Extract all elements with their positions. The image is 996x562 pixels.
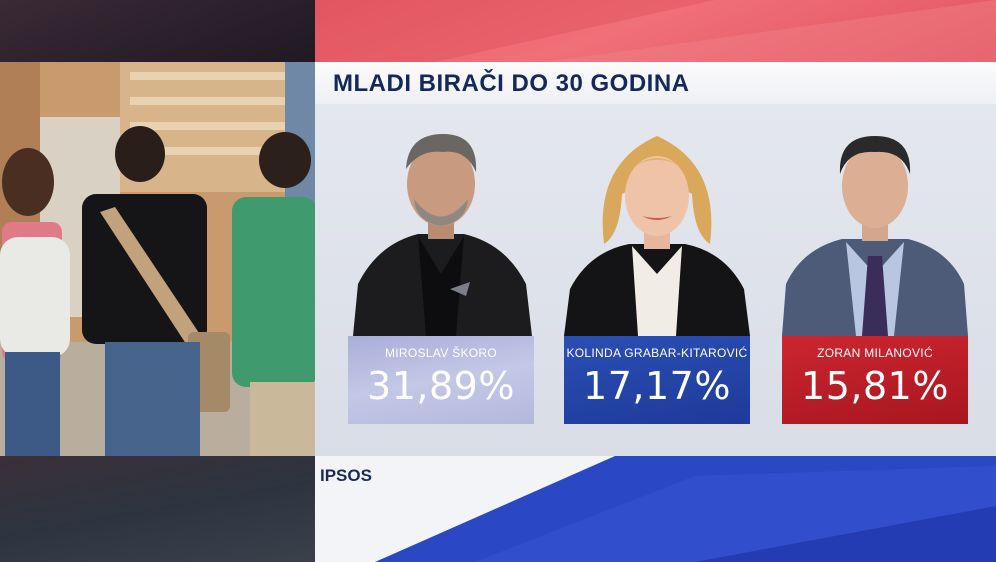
candidate-percentage: 17,17%: [583, 364, 731, 408]
results-panel: MIROSLAV ŠKORO 31,89% KOLINDA GRABAR-KIT…: [315, 104, 996, 456]
candidate-result-box-grabar-kitarovic: KOLINDA GRABAR-KITAROVIĆ 17,17%: [564, 336, 750, 424]
candidate-card-milanovic: ZORAN MILANOVIĆ 15,81%: [782, 104, 968, 456]
candidate-card-skoro: MIROSLAV ŠKORO 31,89%: [348, 104, 534, 456]
candidate-card-grabar-kitarovic: KOLINDA GRABAR-KITAROVIĆ 17,17%: [564, 104, 750, 456]
left-bottom-panel: [0, 456, 315, 562]
candidate-result-box-skoro: MIROSLAV ŠKORO 31,89%: [348, 336, 534, 424]
footer-bar: IPSOS: [315, 456, 996, 562]
candidate-name: KOLINDA GRABAR-KITAROVIĆ: [566, 346, 748, 360]
candidate-percentage: 31,89%: [367, 364, 515, 408]
candidate-result-box-milanovic: ZORAN MILANOVIĆ 15,81%: [782, 336, 968, 424]
students-photo: [0, 62, 315, 456]
title-bar: MLADI BIRAČI DO 30 GODINA: [315, 62, 996, 104]
page-title: MLADI BIRAČI DO 30 GODINA: [333, 70, 690, 97]
left-top-panel: [0, 0, 315, 62]
source-label: IPSOS: [320, 466, 372, 485]
candidate-portrait-grabar-kitarovic: [564, 136, 750, 336]
candidate-portrait-skoro: [353, 134, 532, 336]
candidate-name: MIROSLAV ŠKORO: [384, 346, 497, 360]
candidate-name: ZORAN MILANOVIĆ: [817, 346, 933, 360]
top-red-band: [315, 0, 996, 62]
candidate-portrait-milanovic: [782, 136, 968, 336]
candidate-percentage: 15,81%: [801, 364, 949, 408]
